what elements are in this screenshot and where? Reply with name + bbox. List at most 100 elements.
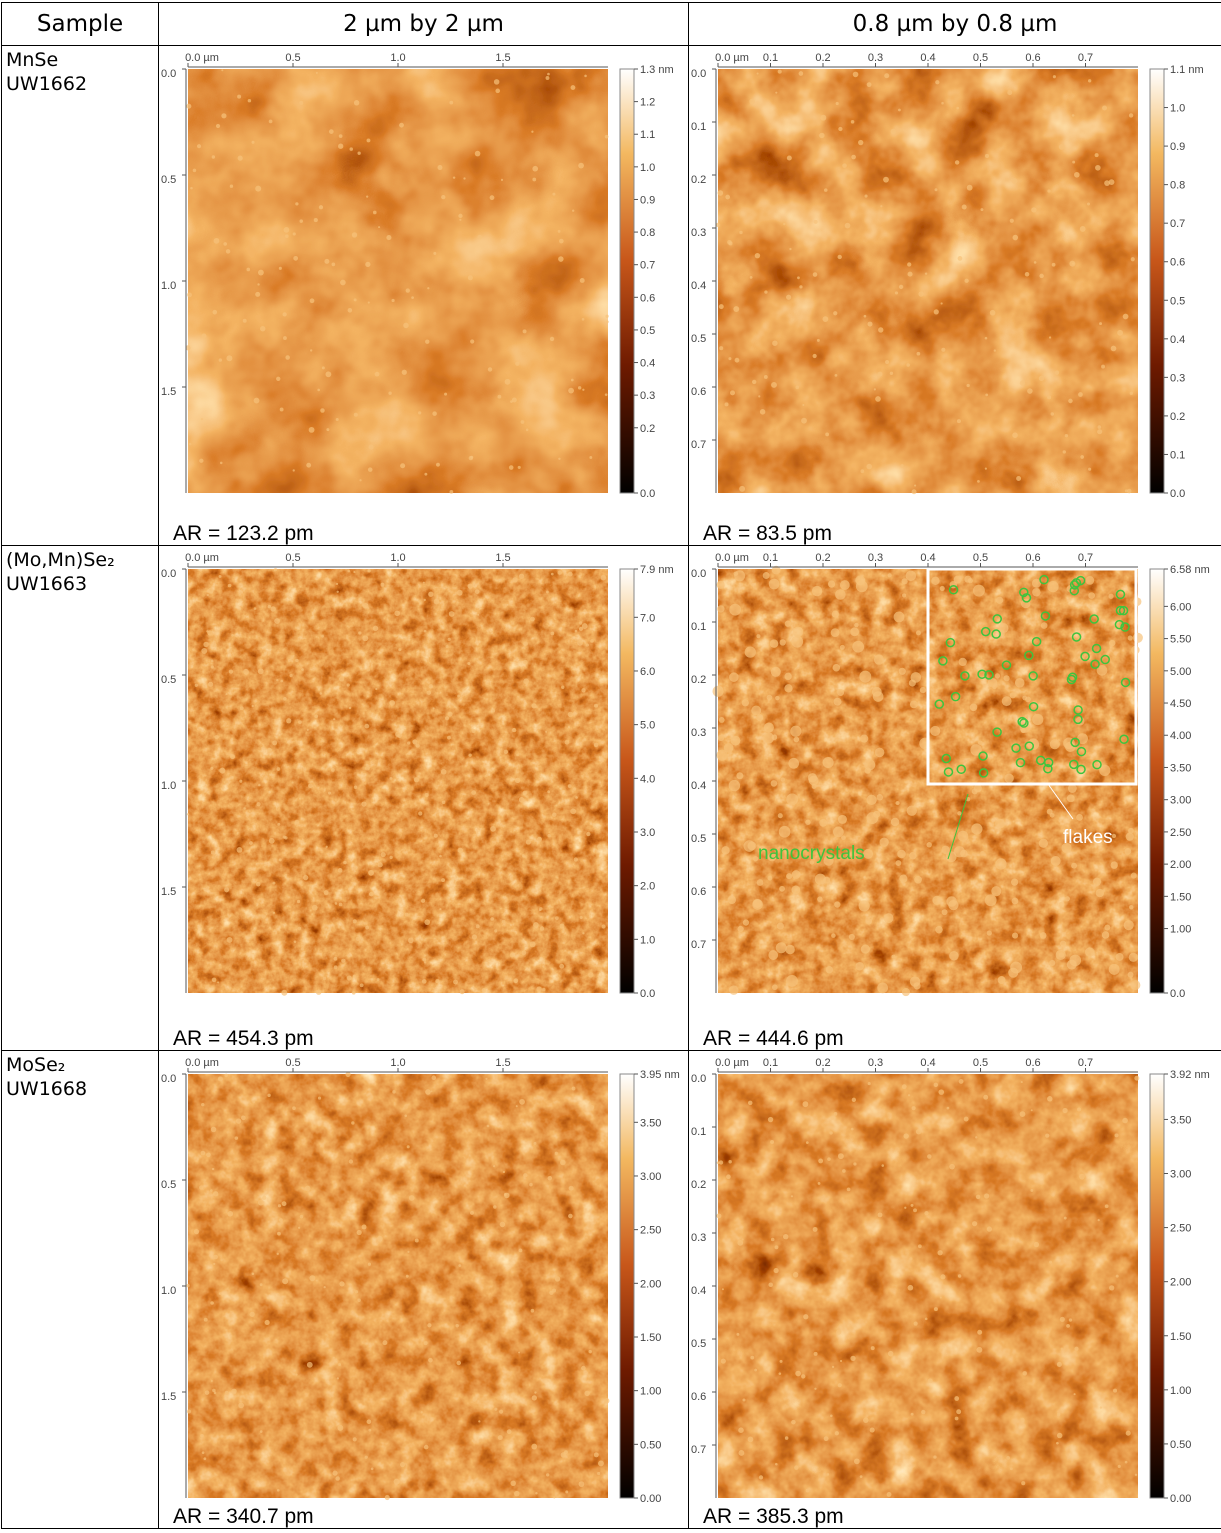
- grain: [437, 165, 442, 170]
- colorbar-label: 0.5: [1170, 295, 1185, 307]
- grain: [1124, 848, 1131, 855]
- grain: [1020, 380, 1025, 385]
- x-tick-label: 0.6: [1025, 52, 1040, 64]
- sample-name: MoSe₂: [6, 1053, 154, 1077]
- grain: [214, 238, 220, 244]
- grain: [369, 445, 374, 450]
- grain: [252, 953, 254, 955]
- grain: [189, 443, 192, 446]
- grain: [921, 1410, 925, 1414]
- grain: [514, 978, 519, 983]
- grain: [360, 983, 364, 987]
- grain: [186, 104, 191, 109]
- grain: [276, 377, 280, 381]
- grain: [883, 177, 889, 183]
- grain: [1098, 425, 1102, 429]
- y-tick-label: 0.5: [691, 1338, 706, 1350]
- grain: [254, 398, 260, 404]
- colorbar-label: 1.00: [1170, 924, 1191, 936]
- grain: [389, 700, 395, 706]
- grain: [338, 144, 343, 149]
- grain: [1003, 675, 1009, 681]
- grain: [1114, 1133, 1118, 1137]
- grain: [947, 1107, 950, 1110]
- grain: [386, 235, 391, 240]
- grain: [365, 262, 370, 267]
- grain: [317, 389, 320, 392]
- grain: [357, 1299, 360, 1302]
- y-tick-label: 0.6: [691, 1391, 706, 1403]
- grain: [278, 1204, 281, 1207]
- colorbar-label: 0.0: [1170, 488, 1185, 500]
- grain: [1101, 365, 1105, 369]
- roughness-label: AR = 444.6 pm: [703, 1027, 844, 1050]
- grain: [537, 837, 542, 842]
- grain: [335, 902, 338, 905]
- grain: [533, 1142, 536, 1145]
- grain: [775, 1245, 779, 1249]
- grain: [434, 599, 440, 605]
- grain: [1128, 972, 1134, 978]
- grain: [818, 1182, 821, 1185]
- grain: [436, 463, 440, 467]
- grain: [917, 1180, 919, 1182]
- grain: [1034, 261, 1037, 264]
- grain: [512, 577, 517, 582]
- grain: [834, 901, 840, 907]
- grain: [551, 573, 554, 576]
- grain: [204, 1457, 207, 1460]
- grain: [431, 87, 435, 91]
- grain: [1074, 1347, 1078, 1351]
- grain: [439, 908, 441, 910]
- grain: [855, 962, 864, 971]
- grain: [231, 1389, 236, 1394]
- grain: [475, 151, 481, 157]
- grain: [601, 575, 607, 581]
- grain: [324, 890, 329, 895]
- grain: [799, 285, 802, 288]
- grain: [933, 1455, 936, 1458]
- grain: [584, 75, 587, 78]
- grain: [801, 418, 807, 424]
- grain: [1012, 933, 1018, 939]
- grain: [217, 981, 219, 983]
- grain: [273, 912, 275, 914]
- grain: [978, 740, 982, 744]
- grain: [521, 950, 526, 955]
- grain: [256, 802, 260, 806]
- grain: [248, 99, 251, 102]
- grain: [305, 1186, 311, 1192]
- grain: [301, 668, 304, 671]
- grain: [1079, 1174, 1085, 1180]
- grain: [187, 1409, 191, 1413]
- grain: [1128, 635, 1133, 640]
- grain: [771, 1238, 775, 1242]
- grain: [495, 89, 500, 94]
- grain: [504, 1193, 507, 1196]
- grain: [230, 754, 235, 759]
- grain: [564, 1450, 568, 1454]
- grain: [958, 1274, 961, 1277]
- grain: [1002, 696, 1012, 706]
- grain: [938, 1089, 944, 1095]
- grain: [431, 1090, 433, 1092]
- grain: [427, 691, 431, 695]
- grain: [1039, 376, 1044, 381]
- grain: [261, 914, 265, 918]
- grain: [875, 748, 885, 758]
- grain: [369, 892, 374, 897]
- grain: [751, 706, 761, 716]
- grain: [1126, 833, 1134, 841]
- grain: [251, 705, 253, 707]
- grain: [498, 395, 502, 399]
- afm-panel: 0.0 µm0.51.01.50.00.51.01.57.9 nm7.06.05…: [159, 546, 689, 1051]
- grain: [449, 101, 453, 105]
- grain: [418, 811, 422, 815]
- grain: [448, 638, 451, 641]
- grain: [967, 185, 973, 191]
- colorbar-label: 4.00: [1170, 730, 1191, 742]
- grain: [294, 940, 297, 943]
- grain: [518, 466, 521, 469]
- grain: [221, 113, 226, 118]
- grain: [358, 631, 361, 634]
